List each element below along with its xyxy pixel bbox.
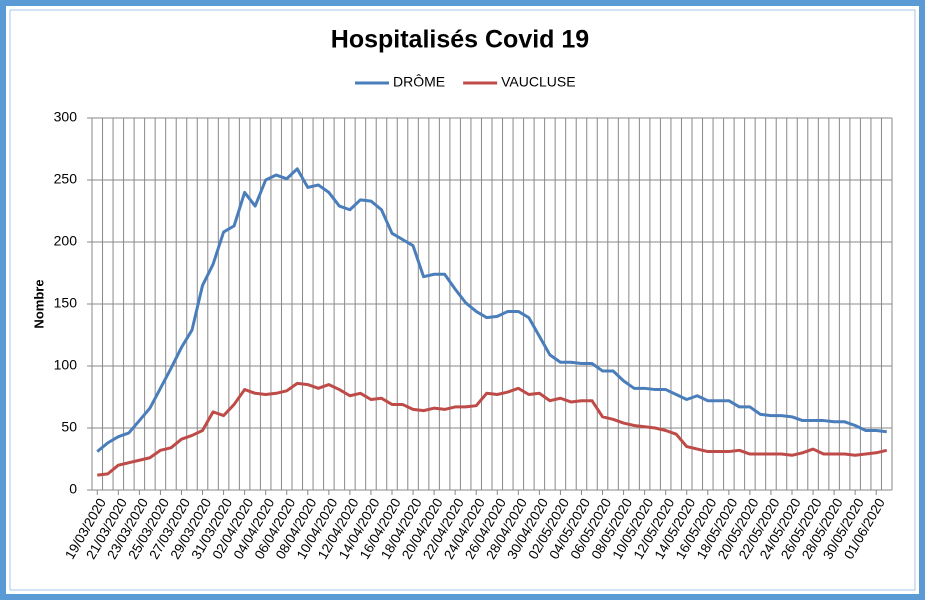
series-line <box>97 381 888 477</box>
series-line <box>96 167 887 453</box>
chart-title: Hospitalisés Covid 19 <box>331 26 589 54</box>
y-tick-label: 250 <box>54 171 78 187</box>
y-tick-label: 150 <box>54 295 78 311</box>
y-tick-label: 50 <box>61 419 77 435</box>
legend-label: VAUCLUSE <box>501 74 575 90</box>
y-tick-label: 200 <box>54 233 78 249</box>
y-tick-label: 300 <box>54 109 78 125</box>
y-tick-label: 0 <box>69 481 77 497</box>
y-axis-label: Nombre <box>31 279 46 328</box>
y-tick-label: 100 <box>54 357 78 373</box>
legend-label: DRÔME <box>393 74 445 90</box>
